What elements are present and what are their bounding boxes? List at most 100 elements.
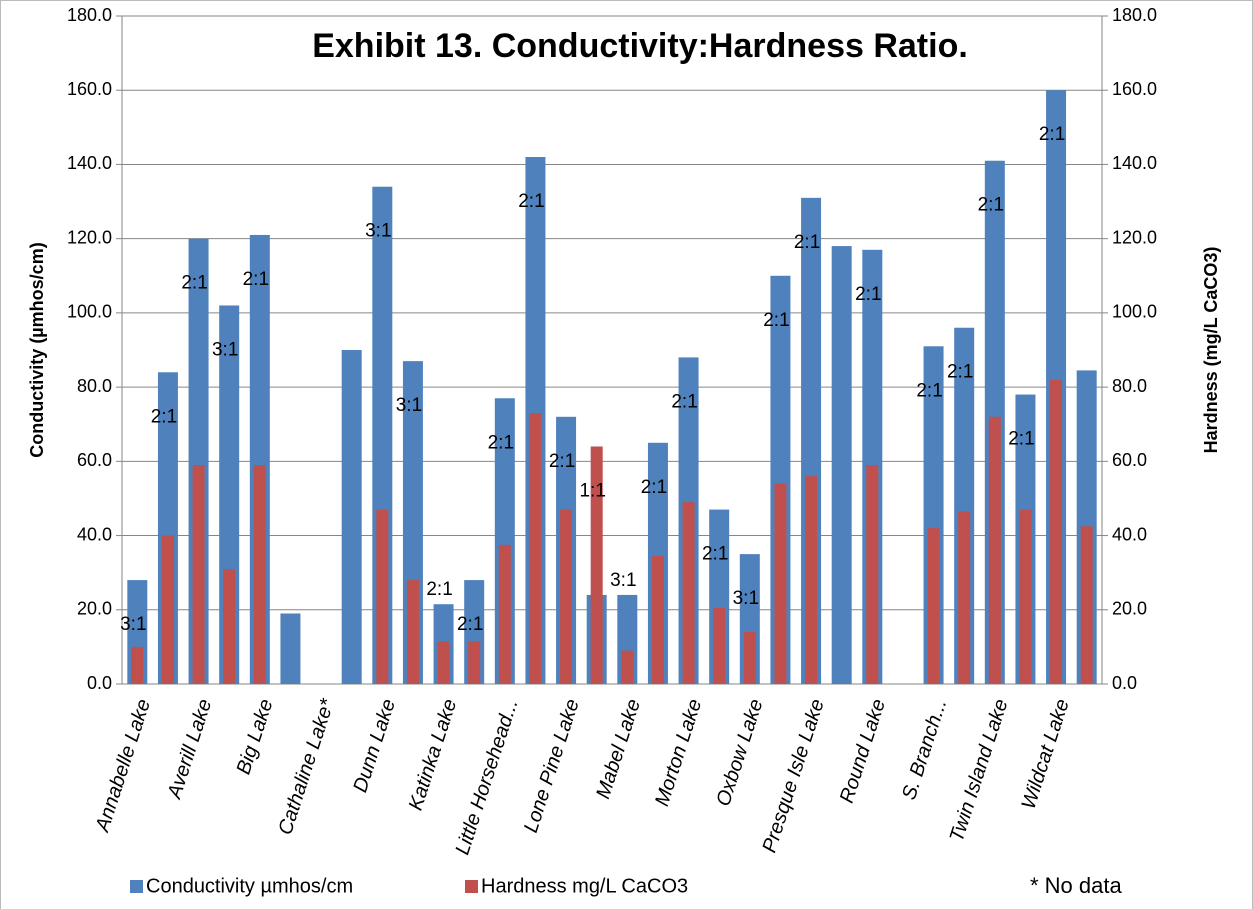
- bar: [223, 568, 236, 684]
- legend-swatch: [130, 880, 143, 893]
- ratio-label: 2:1: [181, 273, 207, 294]
- y2-axis-label: Hardness (mg/L CaCO3): [1201, 247, 1221, 454]
- y2-tick-label: 60.0: [1112, 450, 1147, 470]
- chart-title: Exhibit 13. Conductivity:Hardness Ratio.: [312, 27, 968, 65]
- y2-tick-label: 0.0: [1112, 673, 1137, 693]
- ratio-label: 3:1: [610, 570, 636, 591]
- bar: [927, 528, 940, 684]
- ratio-label: 2:1: [549, 451, 575, 472]
- ratio-label: 2:1: [978, 195, 1004, 216]
- ratio-label: 2:1: [641, 477, 667, 498]
- ratio-label: 2:1: [702, 544, 728, 565]
- bar: [713, 607, 726, 684]
- x-tick-label: Twin Island Lake: [946, 696, 1013, 844]
- bar: [131, 646, 144, 684]
- y2-tick-label: 40.0: [1112, 524, 1147, 544]
- y-tick-label: 180.0: [67, 5, 112, 25]
- ratio-label: 3:1: [396, 395, 422, 416]
- ratio-label: 2:1: [671, 391, 697, 412]
- y2-tick-label: 180.0: [1112, 5, 1157, 25]
- bar: [253, 465, 266, 684]
- x-tick-label: Averill Lake: [163, 696, 216, 802]
- bar: [1050, 379, 1063, 684]
- ratio-label: 3:1: [365, 221, 391, 242]
- ratio-label: 2:1: [763, 310, 789, 331]
- y-axis-label: Conductivity (µmhos/cm): [27, 242, 47, 457]
- y2-tick-label: 160.0: [1112, 79, 1157, 99]
- bar: [376, 509, 389, 684]
- y2-tick-label: 20.0: [1112, 599, 1147, 619]
- x-tick-label: Wildcat Lake: [1018, 696, 1074, 812]
- ratio-label: 3:1: [212, 339, 238, 360]
- x-tick-label: Morton Lake: [651, 696, 706, 809]
- x-tick-label: Round Lake: [836, 696, 890, 805]
- y-tick-label: 160.0: [67, 79, 112, 99]
- y2-tick-label: 140.0: [1112, 153, 1157, 173]
- bar: [743, 632, 756, 684]
- y-tick-label: 120.0: [67, 227, 112, 247]
- x-tick-label: Presque Isle Lake: [758, 696, 828, 855]
- ratio-label: 2:1: [457, 614, 483, 635]
- bar: [437, 641, 450, 684]
- x-tick-label: Annabelle Lake: [91, 696, 155, 835]
- y-tick-label: 40.0: [77, 524, 112, 544]
- bar: [590, 446, 603, 684]
- ratio-label: 2:1: [794, 232, 820, 253]
- x-tick-label: Katinka Lake: [405, 696, 462, 813]
- bar: [621, 650, 634, 684]
- bar: [958, 511, 971, 684]
- x-tick-label: Oxbow Lake: [712, 696, 767, 809]
- bar: [682, 502, 695, 684]
- bar: [1019, 509, 1032, 684]
- y-tick-label: 20.0: [77, 599, 112, 619]
- ratio-label: 1:1: [579, 481, 605, 502]
- x-tick-label: Cathaline Lake*: [274, 695, 339, 837]
- y2-tick-label: 120.0: [1112, 227, 1157, 247]
- ratio-label: 2:1: [426, 579, 452, 600]
- bar: [988, 416, 1001, 684]
- bar: [560, 509, 573, 684]
- y-tick-label: 60.0: [77, 450, 112, 470]
- x-tick-label: Mabel Lake: [592, 696, 645, 801]
- bar: [529, 413, 542, 684]
- ratio-label: 2:1: [947, 362, 973, 383]
- y-tick-label: 80.0: [77, 376, 112, 396]
- bar: [280, 613, 301, 684]
- footnote: * No data: [1030, 873, 1122, 898]
- ratio-label: 2:1: [1039, 124, 1065, 145]
- ratio-label: 2:1: [488, 432, 514, 453]
- ratio-label: 3:1: [733, 588, 759, 609]
- y-tick-label: 100.0: [67, 302, 112, 322]
- bar: [192, 465, 205, 684]
- bar: [341, 350, 362, 684]
- bar: [406, 580, 419, 684]
- x-tick-label: Lone Pine Lake: [520, 696, 584, 835]
- x-tick-label: Big Lake: [233, 696, 278, 777]
- y2-tick-label: 100.0: [1112, 302, 1157, 322]
- bar: [498, 544, 511, 684]
- ratio-label: 2:1: [855, 284, 881, 305]
- ratio-label: 2:1: [1008, 429, 1034, 450]
- y-tick-label: 140.0: [67, 153, 112, 173]
- legend-label: Conductivity µmhos/cm: [146, 875, 353, 897]
- bar: [161, 535, 174, 684]
- bar: [1080, 526, 1093, 684]
- ratio-label: 2:1: [916, 380, 942, 401]
- ratio-label: 2:1: [151, 406, 177, 427]
- bar: [805, 476, 818, 684]
- y-tick-label: 0.0: [87, 673, 112, 693]
- bar: [468, 641, 481, 684]
- x-tick-label: Dunn Lake: [349, 696, 400, 795]
- bar: [831, 246, 852, 685]
- legend-label: Hardness mg/L CaCO3: [481, 875, 688, 897]
- bar: [651, 555, 664, 684]
- x-tick-label: S. Branch...: [898, 696, 951, 802]
- x-tick-label: Little Horsehead...: [452, 696, 523, 857]
- legend-swatch: [465, 880, 478, 893]
- bar: [774, 483, 787, 684]
- ratio-label: 3:1: [120, 614, 146, 635]
- ratio-label: 2:1: [243, 269, 269, 290]
- bar: [866, 465, 879, 684]
- ratio-label: 2:1: [518, 191, 544, 212]
